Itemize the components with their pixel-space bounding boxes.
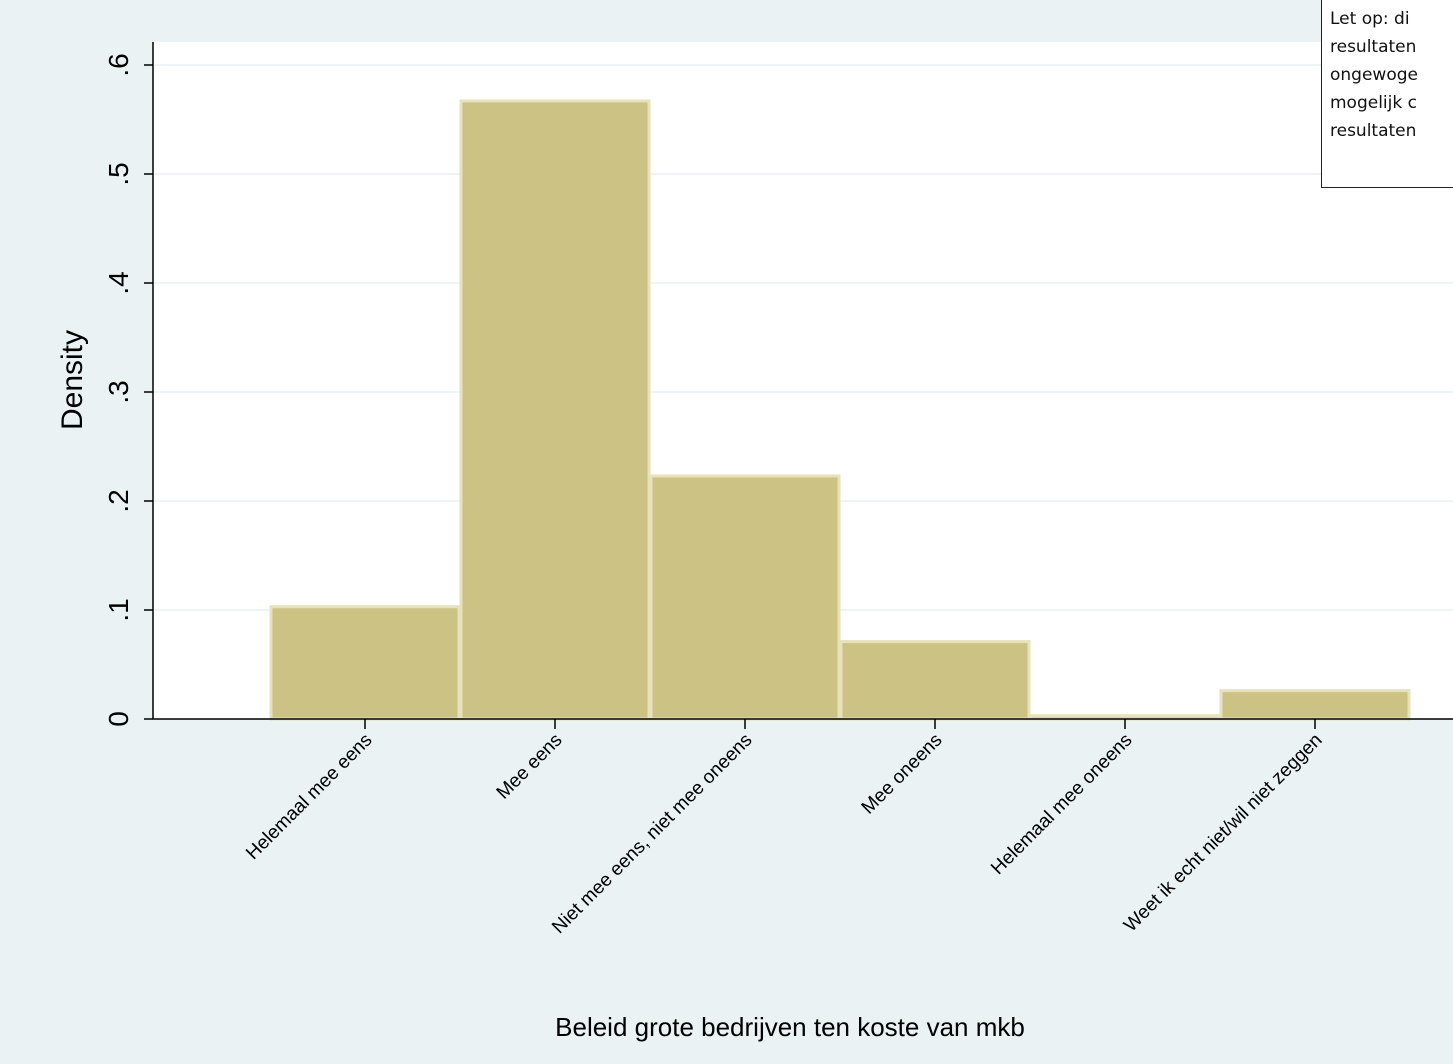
bars [269, 99, 1411, 721]
y-tick-label: .6 [103, 53, 134, 76]
y-axis-title: Density [56, 330, 89, 430]
note-line-3: ongewoge [1330, 65, 1418, 85]
axes [152, 42, 1453, 720]
y-tick-label: .5 [103, 162, 134, 185]
histogram-bar [1219, 689, 1411, 721]
histogram-bar [839, 640, 1031, 721]
y-tick-label: .1 [103, 598, 134, 621]
y-tick-label: .4 [103, 271, 134, 294]
y-axis-ticks: 0 .1 .2 .3 .4 .5 .6 [103, 53, 153, 727]
note-line-2: resultaten [1330, 37, 1417, 57]
histogram-bar [649, 474, 841, 721]
y-tick-label: 0 [103, 711, 134, 727]
weighting-note-box: Let op: di resultaten ongewoge mogelijk … [1321, 0, 1453, 188]
histogram-bar [459, 99, 651, 721]
y-tick-label: .3 [103, 380, 134, 403]
x-axis-title: Beleid grote bedrijven ten koste van mkb [555, 1012, 1025, 1042]
note-line-4: mogelijk c [1330, 93, 1417, 113]
note-line-5: resultaten [1330, 121, 1417, 141]
y-tick-label: .2 [103, 489, 134, 512]
histogram-bar [269, 605, 461, 721]
note-line-1: Let op: di [1330, 9, 1410, 29]
